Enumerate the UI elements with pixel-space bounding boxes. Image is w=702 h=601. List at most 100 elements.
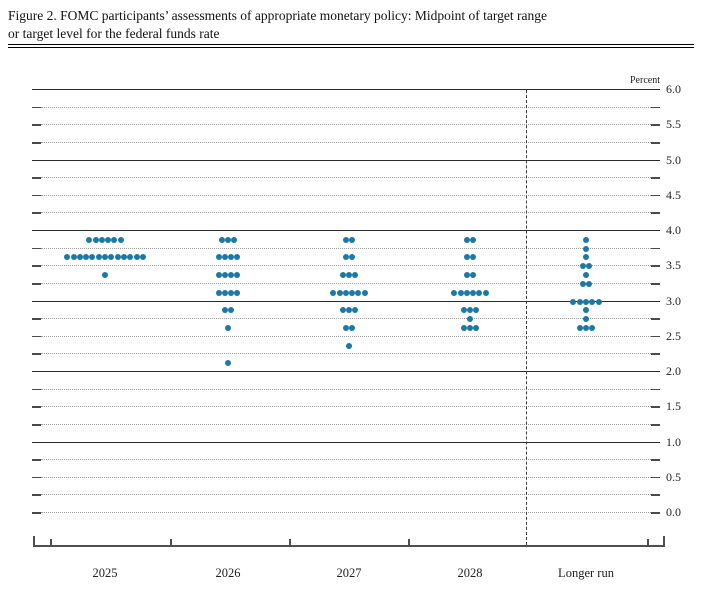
gridline-dotted bbox=[41, 423, 651, 425]
participant-dot bbox=[228, 272, 235, 279]
participant-dot bbox=[117, 236, 124, 243]
y-tick-label: 2.5 bbox=[666, 328, 681, 343]
y-tick-label: 5.0 bbox=[666, 152, 681, 167]
participant-dot bbox=[583, 236, 589, 243]
participant-dot bbox=[576, 324, 583, 331]
participant-dot bbox=[102, 254, 108, 261]
figure-title-line-1: Figure 2. FOMC participants’ assessments… bbox=[8, 8, 548, 23]
gridline-left-dash bbox=[32, 106, 41, 109]
axis-tick bbox=[408, 539, 410, 545]
participant-dot bbox=[102, 272, 108, 279]
participant-dot bbox=[570, 298, 577, 305]
participant-dot bbox=[64, 254, 71, 261]
gridline-right-dash bbox=[651, 476, 660, 479]
participant-dot bbox=[228, 254, 235, 261]
participant-dot bbox=[589, 298, 596, 305]
gridline-right-dash bbox=[651, 194, 660, 197]
gridline-dotted bbox=[41, 318, 651, 320]
participant-dot bbox=[231, 236, 238, 243]
participant-dot bbox=[586, 263, 593, 270]
participant-dot bbox=[586, 280, 593, 287]
y-tick-label: 2.0 bbox=[666, 364, 681, 378]
participant-dot bbox=[221, 289, 228, 296]
participant-dot bbox=[361, 289, 368, 296]
participant-dot bbox=[349, 324, 356, 331]
gridline-dotted bbox=[41, 335, 651, 337]
participant-dot bbox=[470, 289, 477, 296]
participant-dot bbox=[133, 254, 140, 261]
gridline-dotted bbox=[41, 476, 651, 478]
gridline-dotted bbox=[41, 406, 651, 408]
participant-dot bbox=[470, 254, 477, 261]
participant-dot bbox=[139, 254, 146, 261]
participant-dot bbox=[215, 254, 222, 261]
gridline-dotted bbox=[41, 388, 651, 390]
axis-tick bbox=[170, 539, 172, 545]
gridline-left-dash bbox=[32, 247, 41, 250]
participant-dot bbox=[127, 254, 134, 261]
participant-dot bbox=[234, 289, 241, 296]
y-tick-label: 0.5 bbox=[666, 469, 681, 484]
participant-dot bbox=[352, 272, 359, 279]
participant-dot bbox=[218, 236, 225, 243]
participant-dot bbox=[463, 289, 470, 296]
x-category-label: 2027 bbox=[336, 566, 362, 580]
y-tick-label: 1.5 bbox=[666, 399, 681, 414]
y-tick-label: 5.5 bbox=[666, 117, 681, 132]
gridline-right-dash bbox=[651, 212, 660, 215]
participant-dot bbox=[579, 280, 586, 287]
gridline-dotted bbox=[41, 247, 651, 249]
gridline-left-dash bbox=[32, 423, 41, 426]
x-category-label: 2026 bbox=[215, 566, 241, 580]
gridline-left-dash bbox=[32, 282, 41, 285]
participant-dot bbox=[339, 272, 346, 279]
participant-dot bbox=[349, 289, 356, 296]
gridline-solid bbox=[32, 89, 660, 90]
participant-dot bbox=[346, 342, 352, 349]
participant-dot bbox=[221, 272, 228, 279]
gridline-dotted bbox=[41, 194, 651, 196]
y-tick-label: 6.0 bbox=[666, 82, 681, 96]
participant-dot bbox=[576, 298, 583, 305]
gridline-right-dash bbox=[651, 141, 660, 144]
gridline-left-dash bbox=[32, 194, 41, 197]
participant-dot bbox=[215, 272, 222, 279]
participant-dot bbox=[476, 289, 483, 296]
gridline-right-dash bbox=[651, 335, 660, 338]
participant-dot bbox=[589, 324, 596, 331]
participant-dot bbox=[225, 324, 231, 331]
participant-dot bbox=[460, 324, 467, 331]
participant-dot bbox=[228, 307, 235, 314]
participant-dot bbox=[583, 316, 589, 323]
gridline-right-dash bbox=[651, 265, 660, 267]
participant-dot bbox=[349, 236, 356, 243]
participant-dot bbox=[114, 254, 121, 261]
y-axis-unit-label: Percent bbox=[630, 75, 660, 86]
gridline-solid bbox=[32, 159, 660, 161]
participant-dot bbox=[221, 254, 228, 261]
y-tick-label: 4.0 bbox=[666, 223, 681, 237]
gridline-dotted bbox=[41, 265, 651, 267]
x-category-label: Longer run bbox=[558, 566, 614, 580]
gridline-dotted bbox=[41, 353, 651, 355]
participant-dot bbox=[98, 236, 105, 243]
participant-dot bbox=[342, 324, 349, 331]
participant-dot bbox=[470, 236, 477, 243]
participant-dot bbox=[579, 263, 586, 270]
participant-dot bbox=[221, 307, 228, 314]
gridline-left-dash bbox=[32, 494, 41, 497]
participant-dot bbox=[105, 236, 112, 243]
gridline-left-dash bbox=[32, 388, 41, 391]
participant-dot bbox=[330, 289, 337, 296]
participant-dot bbox=[463, 236, 470, 243]
gridline-right-dash bbox=[651, 459, 660, 461]
participant-dot bbox=[111, 236, 118, 243]
bottom-axis bbox=[33, 545, 665, 547]
gridline-left-dash bbox=[32, 212, 41, 215]
participant-dot bbox=[583, 298, 589, 305]
gridline-right-dash bbox=[651, 124, 660, 126]
gridline-dotted bbox=[41, 459, 651, 461]
gridline-right-dash bbox=[651, 494, 660, 497]
participant-dot bbox=[451, 289, 458, 296]
